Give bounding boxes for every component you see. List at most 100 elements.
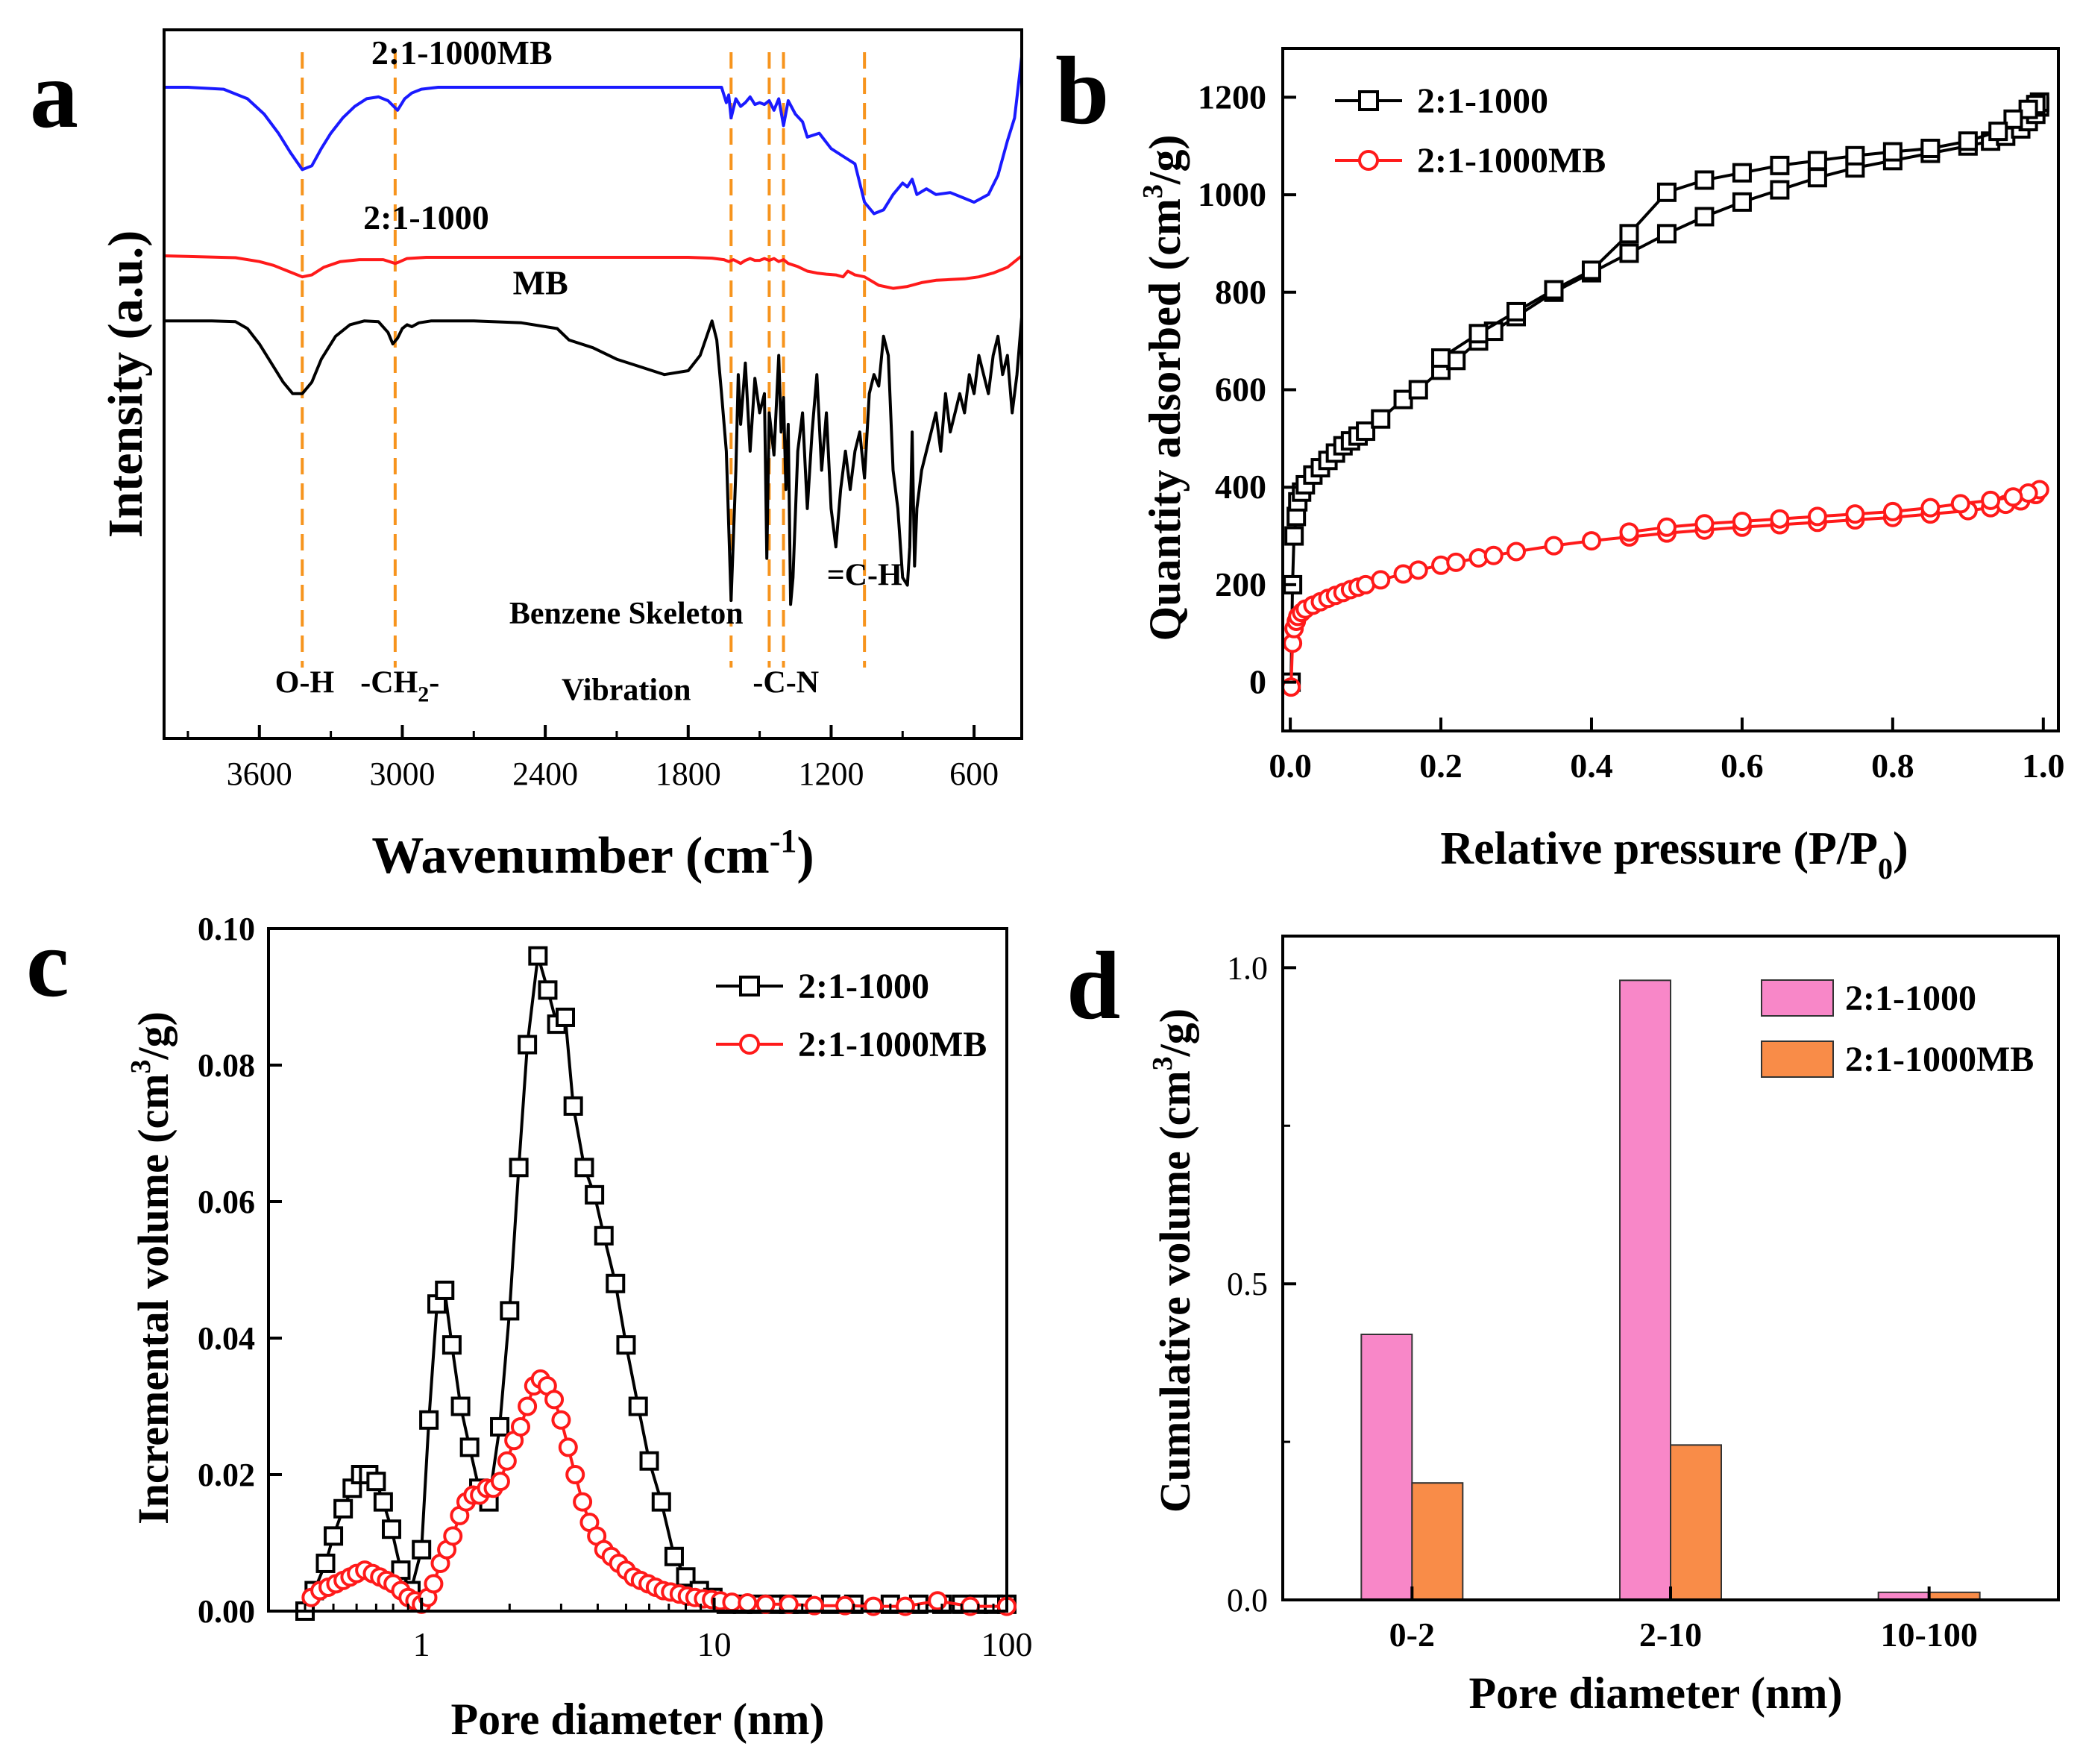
isotherm-point — [1483, 545, 1504, 565]
panel-c-label: c — [26, 910, 69, 1017]
isotherm-point — [1958, 131, 1978, 151]
panel-a-y-axis-label: Intensity (a.u.) — [98, 230, 153, 539]
y-tick-label: 200 — [1215, 565, 1266, 603]
isotherm-point — [1732, 163, 1752, 183]
panel-d-legend: 2:1-1000 2:1-1000MB — [1761, 979, 2034, 1079]
distribution-point — [573, 1492, 593, 1512]
panel-b-plot — [1281, 92, 2049, 697]
panel-b-isotherm-chart: b 0.0 0.2 0.4 0.6 0.8 1.0 0 200 400 600 800 1000 120… — [1055, 37, 2065, 885]
bar-2-1-1000mb — [1411, 1482, 1464, 1601]
distribution-point — [594, 1225, 614, 1246]
legend-label: 2:1-1000 — [1845, 979, 1976, 1018]
y-tick-label: 0.08 — [198, 1047, 255, 1084]
distribution-point — [528, 946, 548, 966]
x-tick-label: 1800 — [656, 756, 721, 792]
y-tick-label: 0.10 — [198, 911, 255, 947]
distribution-point — [518, 1396, 538, 1416]
x-tick-label: 0.4 — [1570, 747, 1613, 785]
isotherm-point — [2003, 487, 2023, 507]
legend-marker — [1358, 150, 1379, 171]
isotherm-point — [1694, 207, 1715, 227]
panel-b-y-axis-label: Quantity adsorbed (cm3/g) — [1137, 134, 1190, 641]
distribution-point — [664, 1546, 684, 1566]
distribution-point — [518, 1035, 538, 1055]
panel-c-frame — [267, 927, 1008, 1613]
isotherm-point — [1619, 243, 1639, 263]
distribution-point — [450, 1396, 471, 1416]
x-tick-label: 0-2 — [1389, 1616, 1435, 1654]
isotherm-point — [1807, 506, 1827, 527]
x-tick-label: 1 — [413, 1625, 430, 1663]
isotherm-point — [1506, 301, 1527, 321]
isotherm-point — [1431, 555, 1451, 575]
distribution-point — [555, 1007, 575, 1027]
isotherm-line — [1629, 488, 2040, 534]
y-tick-label: 0.02 — [198, 1457, 255, 1493]
series-line-2-1-1000mb — [164, 56, 1023, 216]
series-label: 2:1-1000MB — [371, 34, 553, 72]
isotherm-point — [1845, 504, 1865, 524]
isotherm-point — [1656, 182, 1677, 202]
x-tick-label: 10-100 — [1881, 1616, 1978, 1654]
distribution-point — [324, 1526, 344, 1546]
distribution-point — [722, 1592, 742, 1613]
distribution-point — [333, 1498, 354, 1519]
panel-c-plot — [295, 946, 1017, 1621]
isotherm-point — [1581, 260, 1601, 280]
legend-swatch — [1761, 979, 1834, 1017]
isotherm-point — [1446, 552, 1466, 572]
panel-d-x-axis-label: Pore diameter (nm) — [1469, 1669, 1843, 1718]
distribution-point — [497, 1451, 517, 1471]
x-tick-label: 100 — [981, 1625, 1033, 1663]
isotherm-point — [1920, 138, 1941, 158]
x-tick-label: 1.0 — [2022, 747, 2065, 785]
panel-a-label: a — [30, 41, 78, 148]
distribution-point — [639, 1451, 659, 1471]
panel-a-plot — [163, 52, 1023, 668]
panel-c-ticks: 1 10 100 0.00 0.02 0.04 0.06 0.08 0.10 — [198, 911, 1033, 1663]
isotherm-point — [1845, 145, 1865, 166]
distribution-point — [490, 1472, 510, 1492]
y-tick-label: 0.5 — [1227, 1266, 1268, 1302]
x-tick-label: 0.2 — [1419, 747, 1462, 785]
x-tick-label: 3000 — [369, 756, 435, 792]
distribution-point — [509, 1158, 529, 1178]
isotherm-point — [2003, 109, 2023, 129]
isotherm-point — [1506, 542, 1527, 562]
distribution-point — [563, 1096, 583, 1116]
isotherm-point — [1544, 280, 1564, 300]
x-tick-label: 10 — [697, 1625, 732, 1663]
distribution-point — [412, 1539, 432, 1560]
y-tick-label: 800 — [1215, 273, 1266, 311]
panel-d-cumulative-volume-chart: d 0-2 2-10 10-1000.00.51.0 2:1-10002:1-100… — [1066, 932, 2060, 1718]
legend-marker — [739, 976, 760, 996]
legend-label: 2:1-1000MB — [798, 1025, 987, 1064]
distribution-point — [628, 1396, 648, 1416]
distribution-point — [490, 1416, 510, 1437]
x-tick-label: 2-10 — [1639, 1616, 1702, 1654]
distribution-point — [616, 1335, 636, 1355]
y-tick-label: 1000 — [1198, 175, 1266, 213]
x-tick-label: 0.8 — [1871, 747, 1914, 785]
legend-label: 2:1-1000MB — [1417, 141, 1606, 181]
annotation-label: Benzene Skeleton — [509, 597, 744, 631]
y-tick-label: 400 — [1215, 468, 1266, 506]
panel-d-y-axis-label: Cumulative volume (cm3/g) — [1147, 1008, 1199, 1513]
panel-c-pore-distribution-chart: c 1 10 100 0.00 0.02 0.04 0.06 0.08 0.10 2:1-100… — [26, 910, 1033, 1744]
isotherm-point — [1431, 348, 1451, 368]
isotherm-point — [1920, 498, 1941, 518]
distribution-point — [538, 980, 558, 1000]
panel-b-ticks: 0.0 0.2 0.4 0.6 0.8 1.0 0 200 400 600 800 1000 1200 — [1198, 78, 2065, 785]
bar-2-1-1000 — [1360, 1334, 1413, 1601]
y-tick-label: 0.06 — [198, 1184, 255, 1220]
isotherm-point — [1371, 409, 1391, 429]
annotation-label: Vibration — [562, 674, 691, 708]
panel-a-frame — [163, 28, 1023, 740]
distribution-point — [606, 1273, 626, 1293]
panel-b-legend: 2:1-1000 2:1-1000MB — [1335, 81, 1606, 181]
isotherm-point — [1950, 494, 1970, 514]
distribution-point — [424, 1574, 444, 1594]
distribution-point — [928, 1591, 948, 1611]
y-tick-label: 0.04 — [198, 1320, 255, 1357]
